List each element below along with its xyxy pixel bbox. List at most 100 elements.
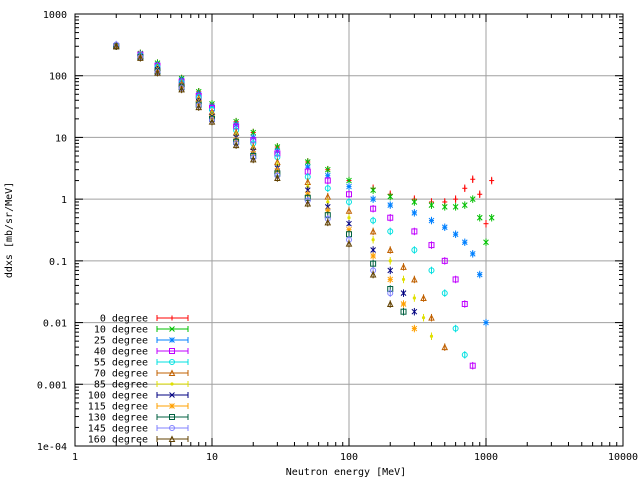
data-point bbox=[411, 325, 418, 332]
legend-label: 70 degree bbox=[94, 369, 148, 380]
data-point bbox=[470, 176, 476, 182]
x-tick-label: 10 bbox=[206, 452, 218, 463]
data-point bbox=[452, 203, 459, 210]
y-tick-label: 1 bbox=[61, 195, 67, 206]
data-point bbox=[137, 54, 144, 61]
legend-label: 160 degree bbox=[88, 435, 148, 446]
data-point bbox=[195, 103, 203, 111]
data-point bbox=[461, 239, 468, 246]
legend-marker bbox=[169, 337, 175, 343]
data-point bbox=[232, 141, 240, 149]
x-tick-label: 1000 bbox=[474, 452, 498, 463]
data-point bbox=[429, 334, 434, 338]
data-point bbox=[347, 216, 351, 220]
legend-label: 145 degree bbox=[88, 424, 148, 435]
data-point bbox=[369, 227, 377, 235]
data-point bbox=[387, 202, 394, 208]
data-point bbox=[112, 42, 120, 50]
y-tick-label: 1e-04 bbox=[37, 442, 67, 453]
data-point bbox=[412, 296, 416, 300]
data-point bbox=[371, 238, 375, 242]
legend-marker bbox=[169, 403, 175, 409]
data-point bbox=[304, 159, 311, 165]
series-8 bbox=[113, 42, 418, 333]
data-point bbox=[387, 290, 394, 297]
data-point bbox=[346, 198, 352, 205]
data-point bbox=[304, 199, 312, 207]
series-1 bbox=[113, 42, 495, 247]
data-point bbox=[469, 196, 476, 202]
series-9 bbox=[113, 42, 407, 316]
data-point bbox=[428, 242, 435, 249]
series-5 bbox=[112, 42, 449, 351]
data-point bbox=[387, 214, 394, 221]
data-point bbox=[386, 300, 394, 307]
legend-label: 0 degree bbox=[100, 314, 148, 325]
data-point bbox=[345, 240, 353, 247]
legend-label: 130 degree bbox=[88, 413, 148, 424]
data-point bbox=[483, 319, 489, 326]
data-point bbox=[469, 362, 476, 369]
data-point bbox=[411, 199, 418, 205]
data-point bbox=[441, 257, 448, 264]
legend-marker bbox=[169, 392, 175, 398]
data-point bbox=[462, 185, 468, 191]
data-point bbox=[324, 185, 331, 192]
legend-label: 10 degree bbox=[94, 325, 148, 336]
data-point bbox=[428, 217, 435, 224]
data-point bbox=[346, 183, 352, 190]
series-group bbox=[112, 40, 495, 370]
x-tick-label: 100 bbox=[340, 452, 358, 463]
data-point bbox=[345, 207, 353, 214]
data-point bbox=[387, 267, 394, 274]
data-point bbox=[274, 144, 281, 150]
data-point bbox=[401, 277, 406, 282]
data-point bbox=[476, 214, 483, 221]
data-point bbox=[421, 316, 426, 320]
data-point bbox=[370, 253, 376, 259]
data-point bbox=[469, 250, 476, 257]
data-point bbox=[304, 187, 311, 193]
data-point bbox=[483, 221, 489, 227]
legend-marker bbox=[169, 414, 175, 420]
data-point bbox=[411, 308, 418, 315]
legend-marker bbox=[169, 315, 175, 321]
data-point bbox=[154, 69, 161, 76]
legend-marker bbox=[169, 359, 175, 365]
data-point bbox=[452, 325, 459, 332]
data-point bbox=[208, 118, 216, 125]
data-point bbox=[400, 290, 407, 296]
data-point bbox=[441, 203, 448, 210]
data-point bbox=[420, 294, 427, 302]
data-point bbox=[387, 276, 394, 283]
data-point bbox=[369, 270, 377, 278]
data-point bbox=[324, 177, 331, 184]
data-point bbox=[370, 187, 376, 193]
data-point bbox=[400, 301, 407, 307]
legend-marker bbox=[169, 425, 175, 431]
data-point bbox=[441, 224, 448, 231]
data-point bbox=[461, 351, 468, 358]
x-tick-label: 10000 bbox=[608, 452, 638, 463]
series-0 bbox=[113, 42, 495, 228]
data-point bbox=[476, 271, 483, 278]
data-point bbox=[370, 196, 376, 202]
data-point bbox=[411, 275, 418, 283]
data-point bbox=[250, 129, 257, 136]
y-tick-label: 10 bbox=[55, 133, 67, 144]
y-axis-label: ddxs [mb/sr/MeV] bbox=[4, 182, 15, 278]
data-point bbox=[453, 196, 459, 202]
data-point bbox=[441, 343, 449, 351]
legend-label: 85 degree bbox=[94, 380, 148, 391]
data-point bbox=[370, 260, 377, 267]
data-point bbox=[249, 155, 257, 163]
data-point bbox=[411, 209, 418, 216]
legend-marker bbox=[169, 348, 175, 354]
data-point bbox=[488, 214, 495, 221]
data-point bbox=[386, 246, 394, 253]
data-point bbox=[178, 85, 185, 93]
data-point bbox=[370, 205, 377, 212]
data-point bbox=[388, 259, 392, 263]
